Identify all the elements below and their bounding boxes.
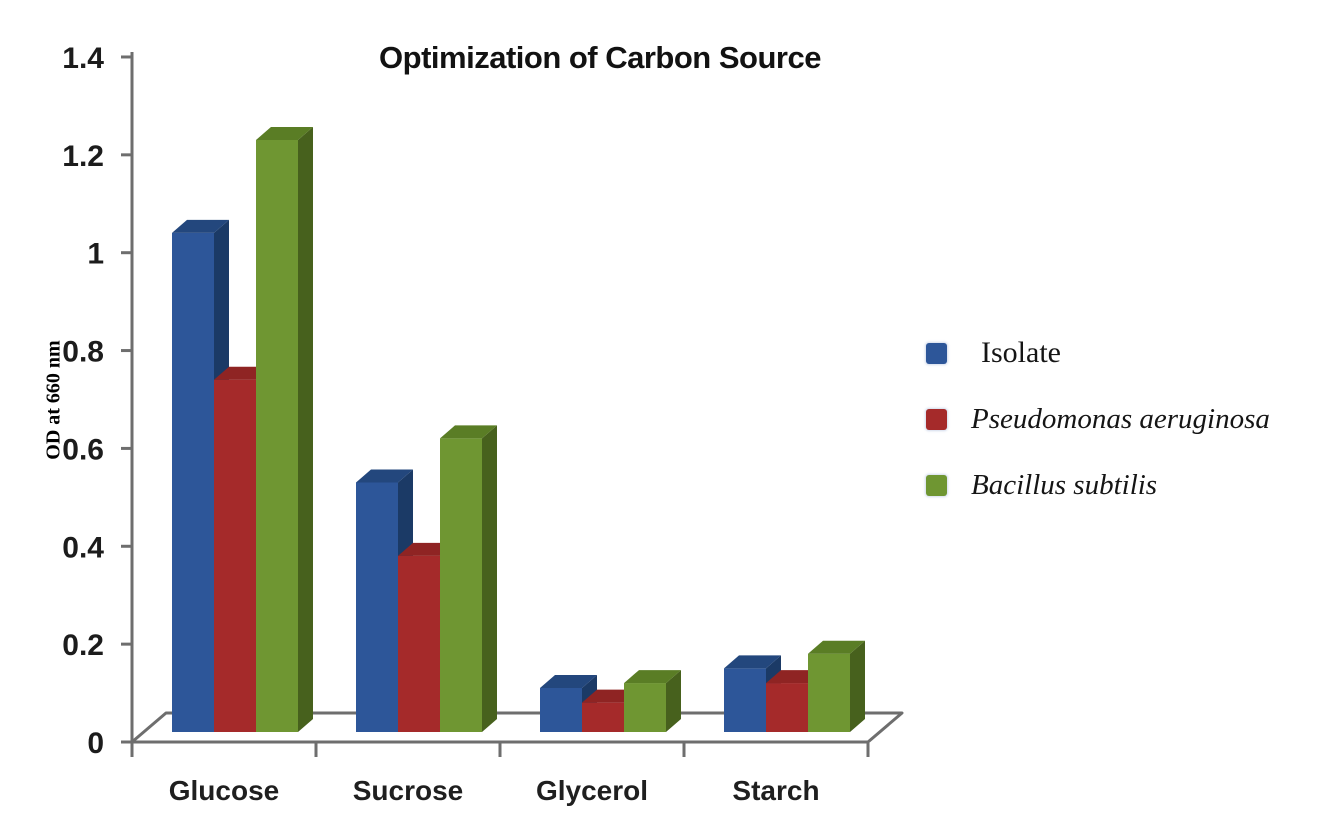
y-tick-label: 0.8 [62, 336, 104, 369]
bar-top-face [624, 670, 681, 684]
legend-swatch-red [926, 408, 947, 430]
legend-item-pseudomonas-aeruginosa: Pseudomonas aeruginosa [926, 402, 1270, 435]
bar-top-face [808, 640, 865, 654]
bar-glucose-series1 [214, 379, 256, 732]
y-tick-label: 1.2 [62, 140, 104, 173]
bar-glycerol-series1 [582, 702, 624, 732]
y-tick-label: 0.6 [62, 433, 104, 466]
x-category-label-glucose: Glucose [169, 775, 279, 806]
x-category-label-starch: Starch [732, 775, 819, 806]
bar-side-face [482, 425, 497, 732]
bar-sucrose-series1 [398, 555, 440, 732]
bar-top-face [356, 469, 413, 483]
x-category-label-glycerol: Glycerol [536, 775, 648, 806]
legend: Isolate Pseudomonas aeruginosa Bacillus … [926, 336, 1270, 536]
legend-label: Isolate [981, 336, 1061, 369]
x-category-label-sucrose: Sucrose [353, 775, 464, 806]
bar-glucose-series0 [172, 232, 214, 732]
bar-side-face [850, 640, 865, 732]
bar-side-face [666, 670, 681, 732]
bar-glucose-series2 [256, 139, 298, 732]
legend-label: Bacillus subtilis [971, 468, 1158, 501]
bar-sucrose-series2 [440, 438, 482, 732]
bar-glycerol-series2 [624, 683, 666, 732]
chart-title: Optimization of Carbon Source [379, 40, 821, 75]
bar-starch-series0 [724, 668, 766, 732]
y-tick-label: 0.4 [62, 531, 104, 564]
y-tick-label: 1 [87, 238, 104, 271]
bar-top-face [172, 219, 229, 233]
legend-label: Pseudomonas aeruginosa [971, 402, 1270, 435]
bar-top-face [540, 674, 597, 688]
bar-top-face [256, 126, 313, 140]
legend-item-isolate: Isolate [926, 336, 1270, 369]
bar-sucrose-series0 [356, 482, 398, 732]
bar-glycerol-series0 [540, 687, 582, 732]
bar-starch-series1 [766, 683, 808, 732]
bar-starch-series2 [808, 653, 850, 732]
bar-side-face [298, 126, 313, 732]
bar-top-face [440, 425, 497, 439]
chart-floor [130, 711, 904, 744]
y-tick-label: 1.4 [62, 42, 104, 75]
legend-item-bacillus-subtilis: Bacillus subtilis [926, 468, 1270, 501]
y-tick-label: 0.2 [62, 629, 104, 662]
legend-swatch-blue [926, 342, 947, 364]
bar-top-face [724, 655, 781, 669]
legend-swatch-green [926, 474, 947, 496]
y-tick-label: 0 [87, 727, 104, 760]
